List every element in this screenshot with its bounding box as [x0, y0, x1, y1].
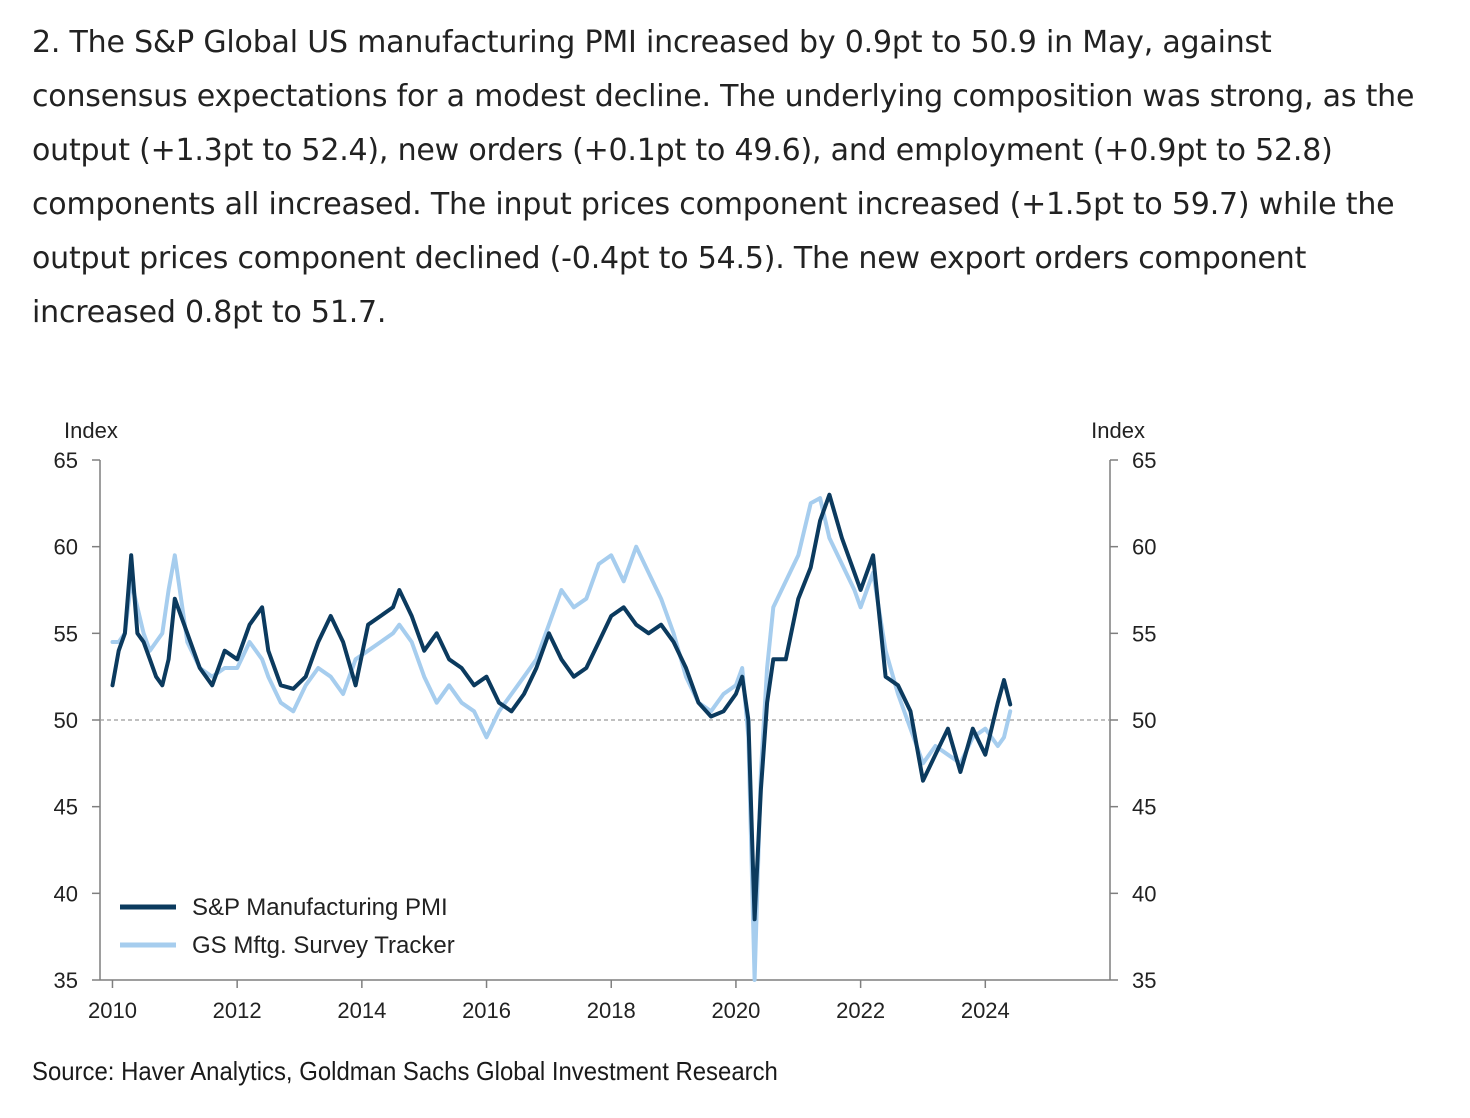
- x-tick-label: 2012: [213, 998, 262, 1023]
- right-y-tick-label: 60: [1132, 535, 1156, 560]
- pmi-series-line: [110, 492, 1013, 922]
- paragraph-line: increased 0.8pt to 51.7.: [32, 295, 387, 330]
- x-tick-label: 2010: [88, 998, 137, 1023]
- left-y-tick-label: 45: [54, 795, 78, 820]
- x-tick-label: 2024: [961, 998, 1010, 1023]
- x-tick-label: 2018: [587, 998, 636, 1023]
- left-axis-title: Index: [64, 418, 118, 443]
- right-axis-title: Index: [1091, 418, 1145, 443]
- right-y-tick-label: 65: [1132, 448, 1156, 473]
- pmi-line-chart: 35 35 40 40 45 45 50 50 55 55 60 60 65 65 Index Index 20…: [54, 418, 1157, 1023]
- x-tick-label: 2022: [836, 998, 885, 1023]
- right-y-tick-label: 45: [1132, 795, 1156, 820]
- paragraph-line: output (+1.3pt to 52.4), new orders (+0.…: [32, 133, 1333, 168]
- right-y-tick-label: 35: [1132, 968, 1156, 993]
- commentary-paragraph: 2. The S&P Global US manufacturing PMI i…: [32, 16, 1462, 340]
- paragraph-line: 2. The S&P Global US manufacturing PMI i…: [32, 25, 1272, 60]
- source-note: Source: Haver Analytics, Goldman Sachs G…: [32, 1056, 778, 1086]
- legend-label: S&P Manufacturing PMI: [192, 894, 448, 921]
- paragraph-line: output prices component declined (-0.4pt…: [32, 241, 1307, 276]
- x-tick-label: 2016: [462, 998, 511, 1023]
- left-y-tick-label: 50: [54, 708, 78, 733]
- left-y-tick-label: 65: [54, 448, 78, 473]
- paragraph-line: consensus expectations for a modest decl…: [32, 79, 1415, 114]
- x-tick-label: 2020: [711, 998, 760, 1023]
- x-tick-label: 2014: [337, 998, 386, 1023]
- paragraph-line: components all increased. The input pric…: [32, 187, 1395, 222]
- left-y-tick-label: 35: [54, 968, 78, 993]
- right-y-tick-label: 50: [1132, 708, 1156, 733]
- right-y-tick-label: 40: [1132, 881, 1156, 906]
- left-y-tick-label: 55: [54, 621, 78, 646]
- legend-label: GS Mftg. Survey Tracker: [192, 932, 455, 959]
- tracker-series-line: [110, 496, 1013, 982]
- left-y-tick-label: 60: [54, 535, 78, 560]
- right-y-tick-label: 55: [1132, 621, 1156, 646]
- left-y-tick-label: 40: [54, 881, 78, 906]
